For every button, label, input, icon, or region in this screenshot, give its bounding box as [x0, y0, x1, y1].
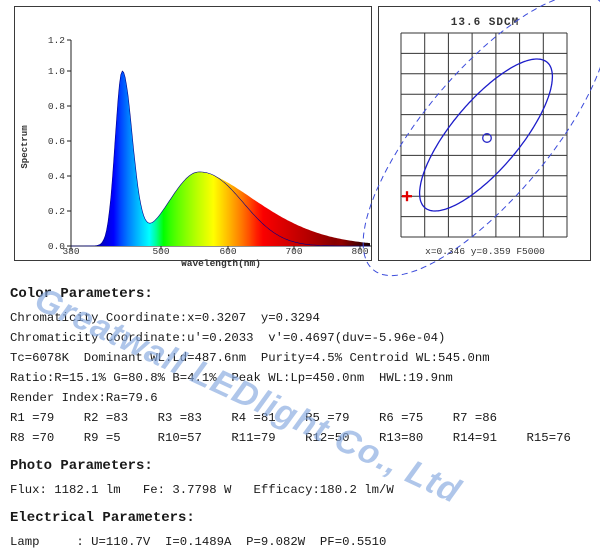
svg-text:0.8: 0.8 — [48, 101, 65, 112]
svg-text:0.2: 0.2 — [48, 206, 65, 217]
svg-text:13.6 SDCM: 13.6 SDCM — [451, 17, 519, 29]
svg-text:0.6: 0.6 — [48, 136, 65, 147]
svg-text:Wavelength(nm): Wavelength(nm) — [181, 258, 261, 269]
svg-text:x=0.346 y=0.359 F5000: x=0.346 y=0.359 F5000 — [425, 246, 545, 257]
svg-text:600: 600 — [219, 246, 236, 257]
svg-text:380: 380 — [62, 246, 79, 257]
svg-text:0.4: 0.4 — [48, 171, 65, 182]
svg-text:700: 700 — [285, 246, 302, 257]
svg-text:800: 800 — [351, 246, 368, 257]
svg-text:1.2: 1.2 — [48, 35, 65, 46]
svg-text:500: 500 — [152, 246, 169, 257]
svg-text:Spectrum: Spectrum — [20, 125, 30, 169]
svg-text:1.0: 1.0 — [48, 66, 65, 77]
